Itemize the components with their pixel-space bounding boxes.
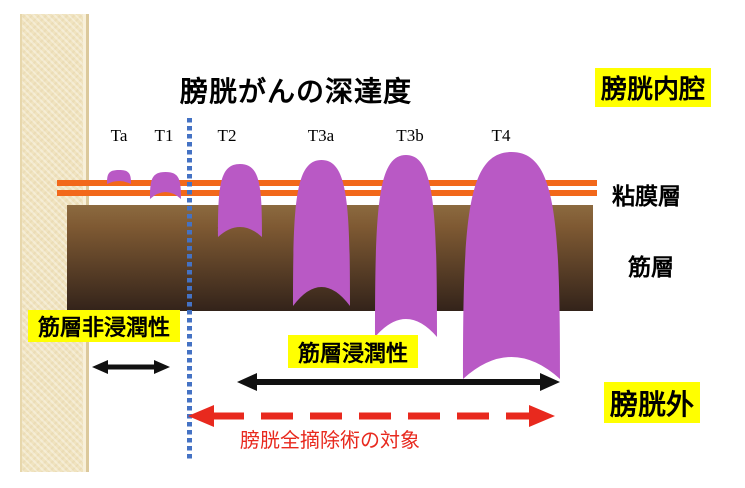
- muscle-invasive-label: 筋層浸潤性: [288, 335, 418, 368]
- invasive-range-arrow: [237, 373, 560, 391]
- tumor-T3a: [293, 160, 350, 306]
- stage-label-Ta: Ta: [110, 126, 128, 145]
- cystectomy-range-arrow: [188, 405, 555, 427]
- non-muscle-invasive-label: 筋層非浸潤性: [28, 310, 180, 342]
- tumor-T3b: [375, 155, 437, 337]
- stage-label-T3a: T3a: [307, 126, 335, 145]
- non-invasive-range-arrow: [92, 360, 170, 374]
- page-title: 膀胱がんの深達度: [179, 76, 412, 107]
- muscle-layer-label: 筋層: [628, 254, 674, 280]
- outside-bladder-label: 膀胱外: [604, 382, 700, 423]
- bladder-lumen-label: 膀胱内腔: [595, 68, 711, 107]
- stage-label-T3b: T3b: [396, 126, 424, 145]
- mucosa-layer-label: 粘膜層: [612, 183, 681, 209]
- tumor-shapes-group: [107, 152, 560, 379]
- cystectomy-target-label: 膀胱全摘除術の対象: [240, 430, 420, 452]
- tumor-T2: [218, 164, 262, 237]
- stage-label-T1: T1: [154, 126, 174, 145]
- tumor-T4: [463, 152, 560, 379]
- tumor-T1: [150, 172, 181, 199]
- stage-label-T2: T2: [217, 126, 237, 145]
- stage-label-T4: T4: [491, 126, 511, 145]
- tumor-Ta: [107, 170, 131, 184]
